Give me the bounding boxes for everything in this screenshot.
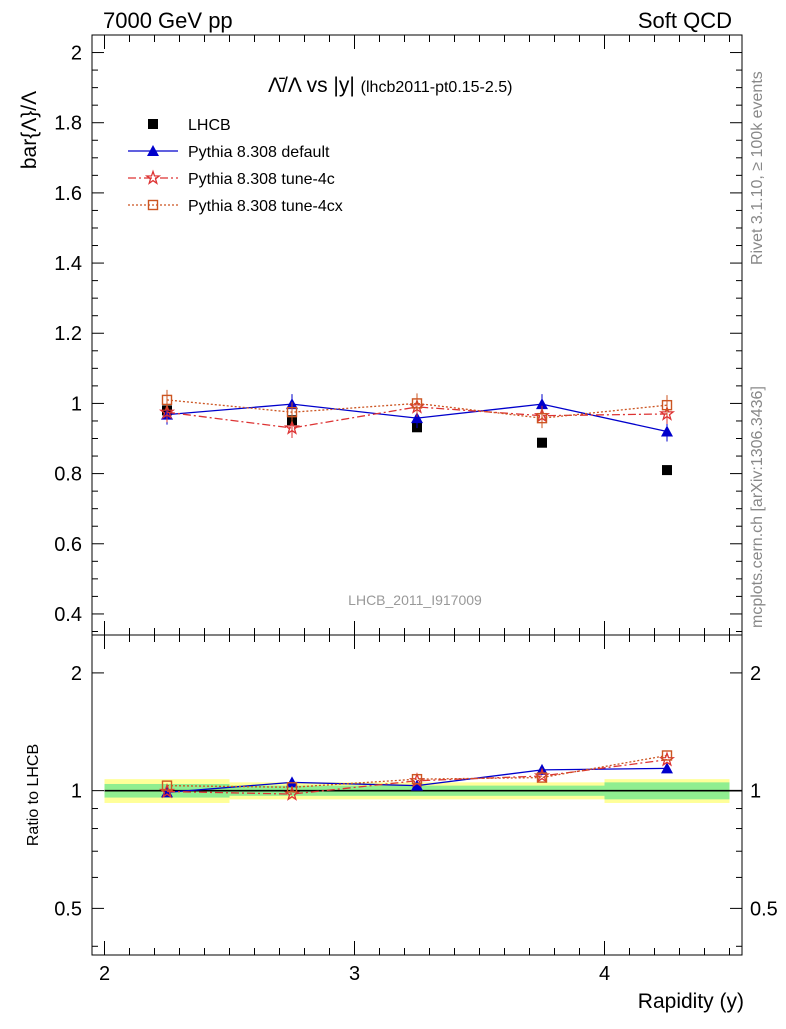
ratio-frame [91,634,743,956]
ratio-data-point [161,780,173,791]
ratio-data-point [286,776,298,788]
ratio-y-tick-label-right: 2 [750,663,761,685]
legend-label: Pythia 8.308 default [188,144,330,161]
series-pythia-8-308-tune-4cx [161,389,673,429]
ratio-data-point [411,773,423,785]
main-y-tick-label: 1.2 [54,323,82,345]
ratio-y-tick-label-right: 0.5 [750,898,778,920]
ratio-plot-area: 0.5 0.5 1 1 2 2 2 3 4 [54,634,778,985]
header-right: Soft QCD [638,8,732,33]
rivet-label: Rivet 3.1.10, ≥ 100k events [749,71,766,265]
main-y-tick-label: 1 [71,393,82,415]
ratio-data-point [661,762,673,774]
x-tick-label: 3 [349,963,360,985]
main-plot-area: 0.4 0.6 0.8 1 1.2 1.4 1.6 1.8 2 [54,34,743,636]
data-point [286,406,298,418]
data-point [658,405,676,421]
x-axis-label: Rapidity (y) [638,990,744,1013]
main-y-tick-label: 0.4 [54,604,82,626]
ratio-data-point [411,779,423,791]
legend-entry-pythia-8-308-tune-4c: Pythia 8.308 tune-4c [128,169,335,188]
main-y-tick-label: 1.6 [54,183,82,205]
legend-marker [144,169,162,185]
main-y-tick-label: 0.8 [54,464,82,486]
ratio-y-tick-label: 0.5 [54,898,82,920]
legend-entry-pythia-8-308-default: Pythia 8.308 default [128,144,330,161]
mcplots-label: mcplots.cern.ch [arXiv:1306.3436] [749,386,766,628]
ratio-y-axis-label: Ratio to LHCB [25,744,42,846]
ratio-data-point [536,772,548,783]
data-point [411,412,423,424]
main-y-axis-label: bar{Λ}/Λ [18,91,41,169]
data-point [536,412,548,424]
data-point [661,425,673,437]
ratio-series-pythia-8-308-tune-4cx [161,750,673,793]
ratio-data-point [661,750,673,761]
ratio-data-point [286,782,298,793]
header-left: 7000 GeV pp [103,8,233,33]
plot-title: Λ̄/Λ vs |y| (lhcb2011-pt0.15-2.5) [268,74,512,97]
data-point [161,394,173,406]
main-y-tick-label: 2 [71,43,82,65]
legend-label: LHCB [188,117,231,134]
data-point [283,419,301,435]
data-point [536,398,548,410]
main-y-tick-label: 1.4 [54,253,82,275]
data-point [661,399,673,411]
data-point [411,398,423,409]
legend-marker [147,199,159,211]
data-point [158,403,176,420]
plot-title-suffix: (lhcb2011-pt0.15-2.5) [361,79,513,96]
watermark: LHCB_2011_I917009 [348,592,482,608]
legend-entry-lhcb: LHCB [148,117,231,134]
x-tick-label: 2 [99,963,110,985]
legend-label: Pythia 8.308 tune-4cx [188,198,343,215]
ratio-y-tick-label: 2 [71,663,82,685]
legend: LHCB Pythia 8.308 default Pythia 8.308 tun… [128,117,343,215]
plot-title-main: Λ̄/Λ vs |y| [268,74,355,97]
x-tick-label: 4 [599,963,610,985]
data-point [537,437,547,448]
ratio-series-line [166,754,668,788]
main-y-tick-label: 1.8 [54,113,82,135]
legend-marker [147,145,159,156]
main-y-tick-label: 0.6 [54,534,82,556]
data-point [662,465,672,476]
legend-marker [148,119,158,129]
legend-entry-pythia-8-308-tune-4cx: Pythia 8.308 tune-4cx [128,198,343,215]
legend-label: Pythia 8.308 tune-4c [188,171,335,188]
ratio-y-tick-label: 1 [71,781,82,803]
ratio-y-tick-label-right: 1 [750,781,761,803]
